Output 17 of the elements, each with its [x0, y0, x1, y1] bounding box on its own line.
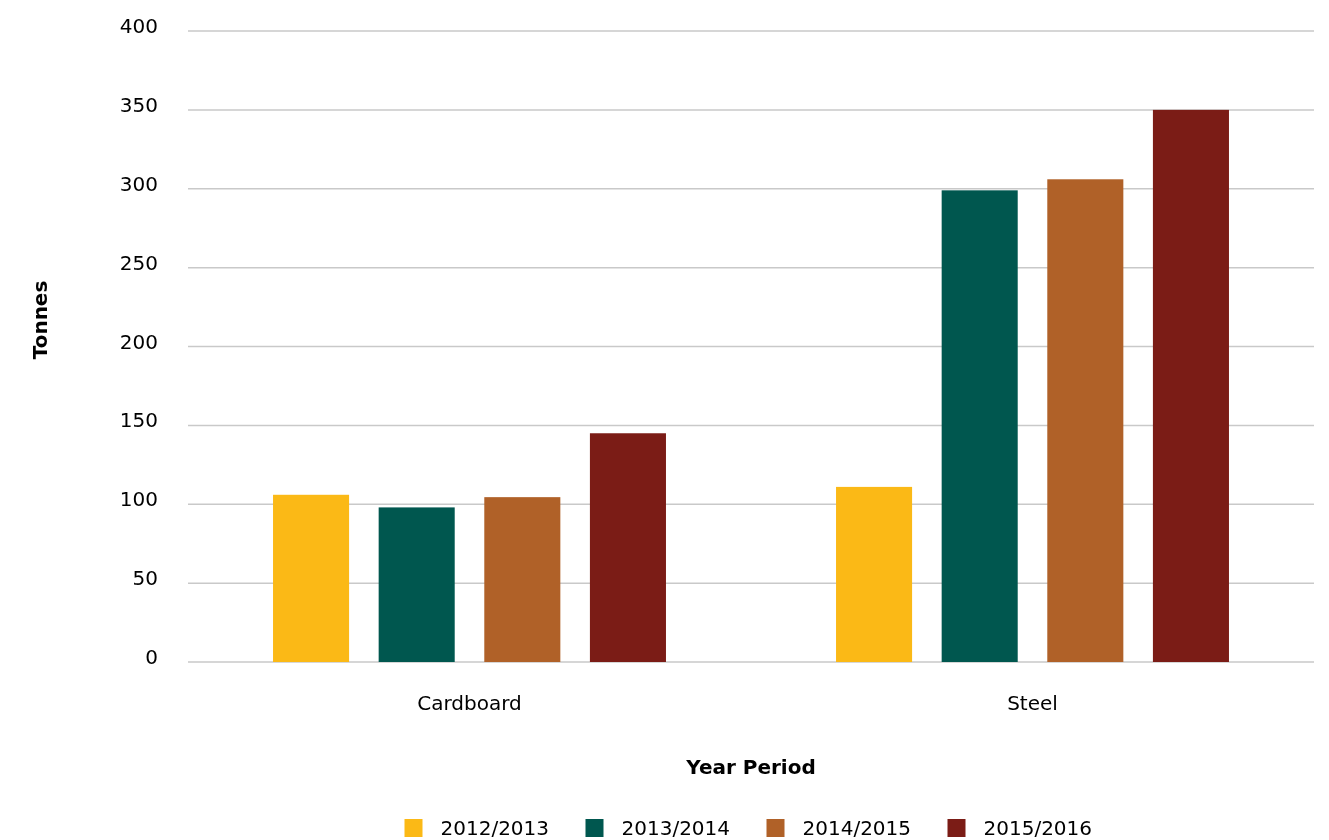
x-tick-label: Steel [1007, 691, 1058, 715]
x-axis-title: Year Period [685, 755, 816, 779]
y-tick-label: 100 [119, 487, 158, 512]
legend-label: 2014/2015 [802, 816, 912, 840]
y-tick-label: 150 [119, 408, 158, 433]
legend-label: 2013/2014 [621, 816, 731, 840]
y-tick-label: 0 [145, 645, 158, 669]
y-tick-label: 400 [119, 14, 158, 38]
legend-label: 2015/2016 [983, 816, 1093, 840]
y-tick-label: 250 [119, 250, 158, 275]
y-tick-label: 300 [119, 171, 158, 196]
y-tick-label: 50 [132, 566, 158, 591]
y-tick-label: 350 [119, 92, 158, 117]
y-tick-label: 200 [119, 329, 158, 354]
y-axis-title: Tonnes [28, 280, 52, 360]
legend-label: 2012/2013 [440, 816, 550, 840]
x-tick-label: Cardboard [417, 691, 522, 715]
